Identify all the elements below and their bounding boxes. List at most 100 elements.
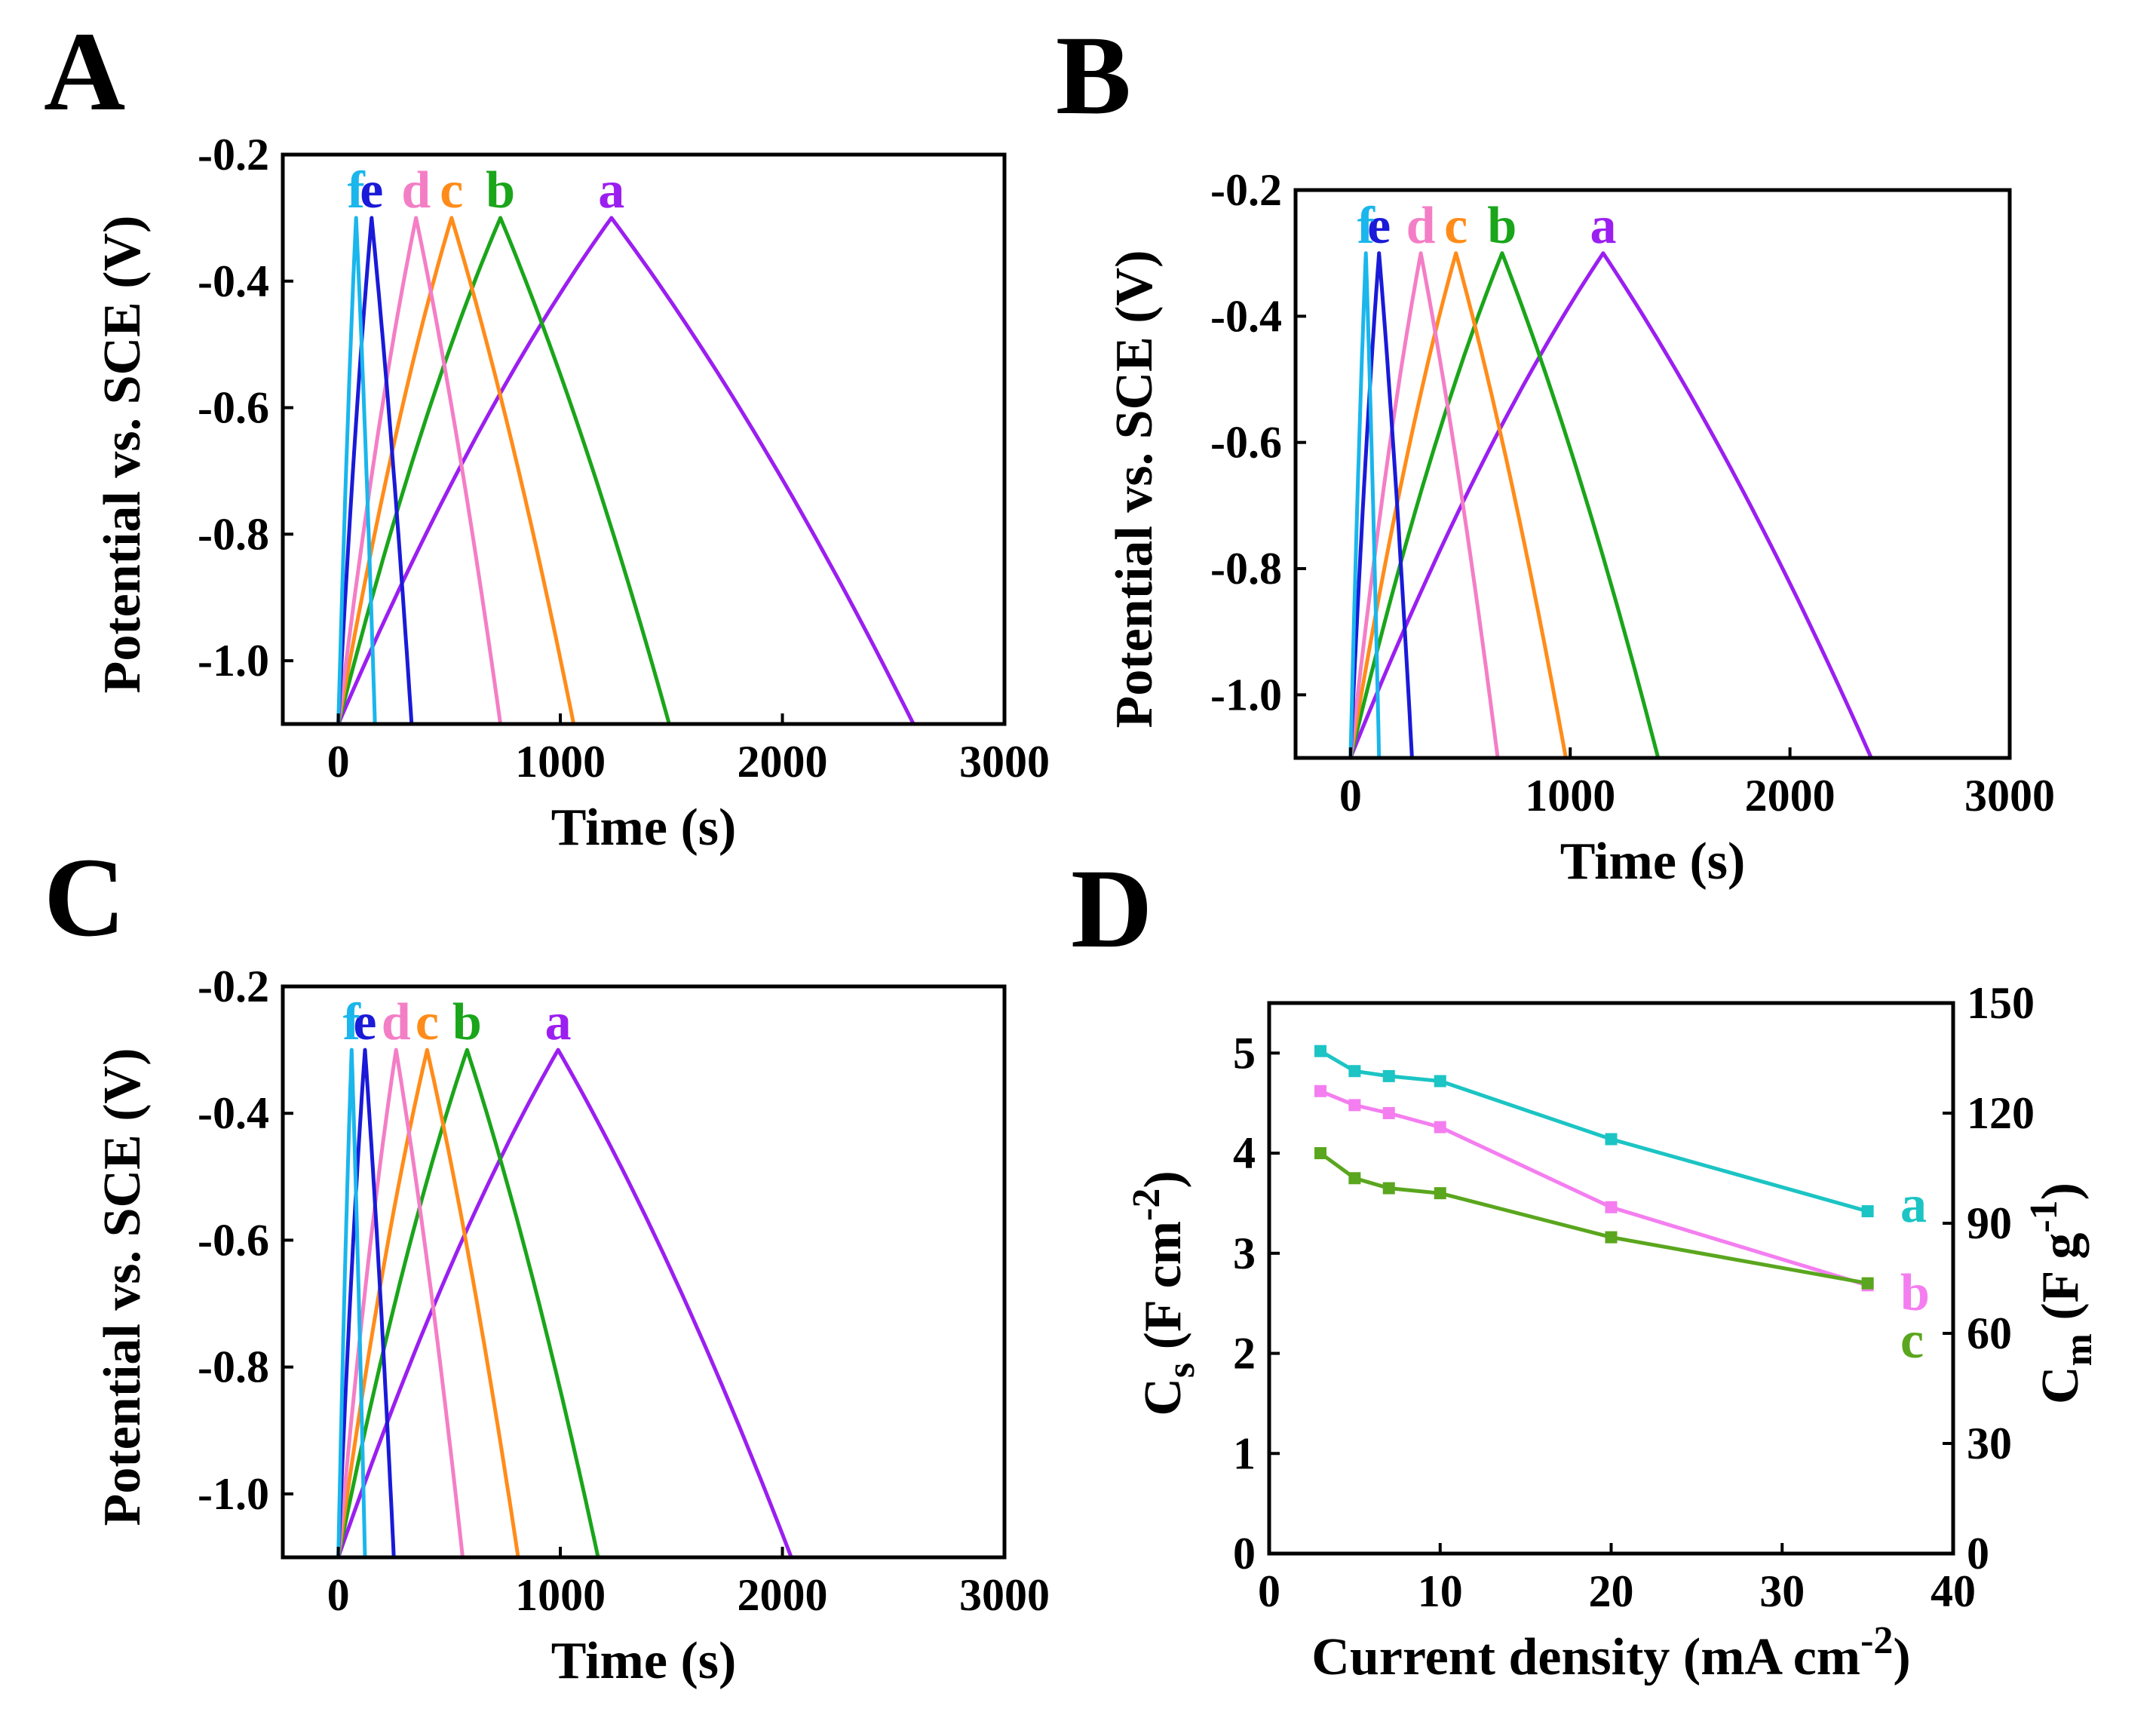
panel-letter: D — [1071, 846, 1152, 971]
y-axis-title: Potential vs. SCE (V) — [94, 216, 152, 694]
curve-label-a: a — [1590, 197, 1616, 255]
y-axis-title-right-text: (F g — [2032, 1233, 2090, 1333]
y-tick-label: -1.0 — [198, 636, 269, 686]
y-axis-title-left-text: (F cm — [1134, 1221, 1192, 1363]
x-tick-label: 30 — [1759, 1566, 1805, 1616]
y-tick-label-left: 3 — [1233, 1229, 1256, 1278]
y-tick-label-right: 0 — [1967, 1529, 1989, 1578]
panel-letter: B — [1056, 13, 1131, 138]
y-axis-title-right-sub: m — [2057, 1333, 2100, 1366]
curve-label-f: f — [348, 161, 366, 219]
gcd-curve-f — [336, 216, 377, 725]
gcd-curve-d — [336, 216, 503, 725]
plot-frame — [281, 984, 1007, 1560]
data-point-a — [1434, 1075, 1446, 1087]
data-point-c — [1861, 1277, 1874, 1290]
y-axis-title-right-sup: -1 — [2023, 1200, 2066, 1232]
y-axis-title-left: Cs (F cm-2) — [1125, 1170, 1203, 1416]
curve-label-a: a — [598, 161, 624, 219]
y-axis-title-right: Cm (F g-1) — [2023, 1183, 2100, 1404]
curve-label-d: d — [1406, 197, 1436, 255]
gcd-curve-e — [1348, 251, 1414, 759]
y-axis-title-right-base: C — [2032, 1366, 2090, 1404]
data-point-c — [1314, 1147, 1327, 1160]
data-point-b — [1382, 1107, 1395, 1119]
y-axis-title: Potential vs. SCE (V) — [94, 1048, 152, 1526]
curve-label-b: b — [1487, 197, 1517, 255]
x-axis-title: Current density (mA cm-2) — [1311, 1619, 1910, 1686]
gcd-curve-c — [1348, 251, 1568, 759]
series-line-c — [1319, 1152, 1869, 1286]
curve-label-b: b — [452, 993, 482, 1051]
y-tick-label: -0.4 — [198, 1088, 269, 1138]
y-axis-title-left-sup: -2 — [1125, 1189, 1168, 1221]
x-axis-title: Time (s) — [551, 1632, 737, 1690]
y-tick-label: -0.6 — [198, 1215, 269, 1265]
y-tick-label: -0.8 — [1210, 544, 1282, 594]
x-axis-title-end: ) — [1893, 1628, 1910, 1686]
series-label-b: b — [1900, 1264, 1930, 1322]
x-axis-title-sup: -2 — [1860, 1619, 1893, 1662]
curve-label-d: d — [382, 993, 411, 1051]
curve-label-b: b — [486, 161, 515, 219]
y-tick-label: -0.2 — [198, 130, 269, 179]
y-tick-label: -0.4 — [198, 256, 269, 306]
y-axis-title-left-sub: s — [1160, 1363, 1203, 1378]
curve-label-a: a — [545, 993, 572, 1051]
y-tick-label: -0.8 — [198, 509, 269, 559]
x-tick-label: 2000 — [738, 1570, 828, 1620]
y-tick-label-left: 1 — [1233, 1428, 1256, 1478]
y-tick-label-right: 60 — [1967, 1308, 2012, 1358]
series-line-a — [1319, 1049, 1869, 1213]
data-point-b — [1314, 1084, 1327, 1097]
gcd-curve-b — [336, 216, 671, 725]
y-tick-label: -0.8 — [198, 1342, 269, 1392]
x-axis-title: Time (s) — [1560, 833, 1746, 891]
gcd-curve-b — [336, 1048, 600, 1558]
series-label-c: c — [1900, 1311, 1924, 1370]
y-tick-label-right: 30 — [1967, 1419, 2012, 1468]
y-tick-label-left: 5 — [1233, 1028, 1256, 1078]
x-tick-label: 10 — [1418, 1566, 1463, 1616]
curve-label-f: f — [343, 993, 361, 1051]
data-point-c — [1434, 1187, 1446, 1200]
x-tick-label: 20 — [1589, 1566, 1634, 1616]
curve-label-e: e — [360, 161, 383, 219]
x-tick-label: 1000 — [1525, 771, 1615, 821]
plot-frame — [1293, 188, 2012, 760]
y-tick-label: -0.2 — [198, 962, 269, 1011]
data-point-c — [1382, 1182, 1395, 1195]
data-point-a — [1605, 1133, 1618, 1146]
panel-letter: A — [44, 9, 125, 134]
x-tick-label: 0 — [327, 737, 350, 787]
curve-label-d: d — [401, 161, 431, 219]
data-point-a — [1314, 1045, 1327, 1057]
x-tick-label: 0 — [327, 1570, 350, 1620]
series-label-a: a — [1900, 1176, 1927, 1234]
curve-label-e: e — [353, 993, 376, 1051]
x-tick-label: 3000 — [959, 737, 1050, 787]
x-tick-label: 3000 — [1964, 771, 2055, 821]
x-tick-label: 0 — [1258, 1566, 1280, 1616]
x-tick-label: 2000 — [738, 737, 828, 787]
y-tick-label-right: 150 — [1967, 978, 2035, 1028]
plot-frame — [281, 152, 1007, 726]
gcd-curve-f — [1348, 251, 1382, 759]
y-tick-label: -1.0 — [1210, 670, 1282, 719]
curve-label-c: c — [416, 993, 439, 1051]
curve-label-f: f — [1357, 197, 1375, 255]
y-tick-label: -0.6 — [198, 383, 269, 433]
x-tick-label: 2000 — [1745, 771, 1836, 821]
x-tick-label: 0 — [1339, 771, 1362, 821]
x-tick-label: 3000 — [959, 1570, 1050, 1620]
data-point-b — [1605, 1201, 1618, 1213]
gcd-curve-d — [336, 1048, 465, 1558]
data-point-a — [1861, 1205, 1874, 1218]
gcd-curve-e — [336, 1048, 396, 1558]
gcd-curve-f — [336, 1048, 367, 1558]
data-point-a — [1382, 1069, 1395, 1082]
gcd-curve-e — [336, 216, 414, 725]
